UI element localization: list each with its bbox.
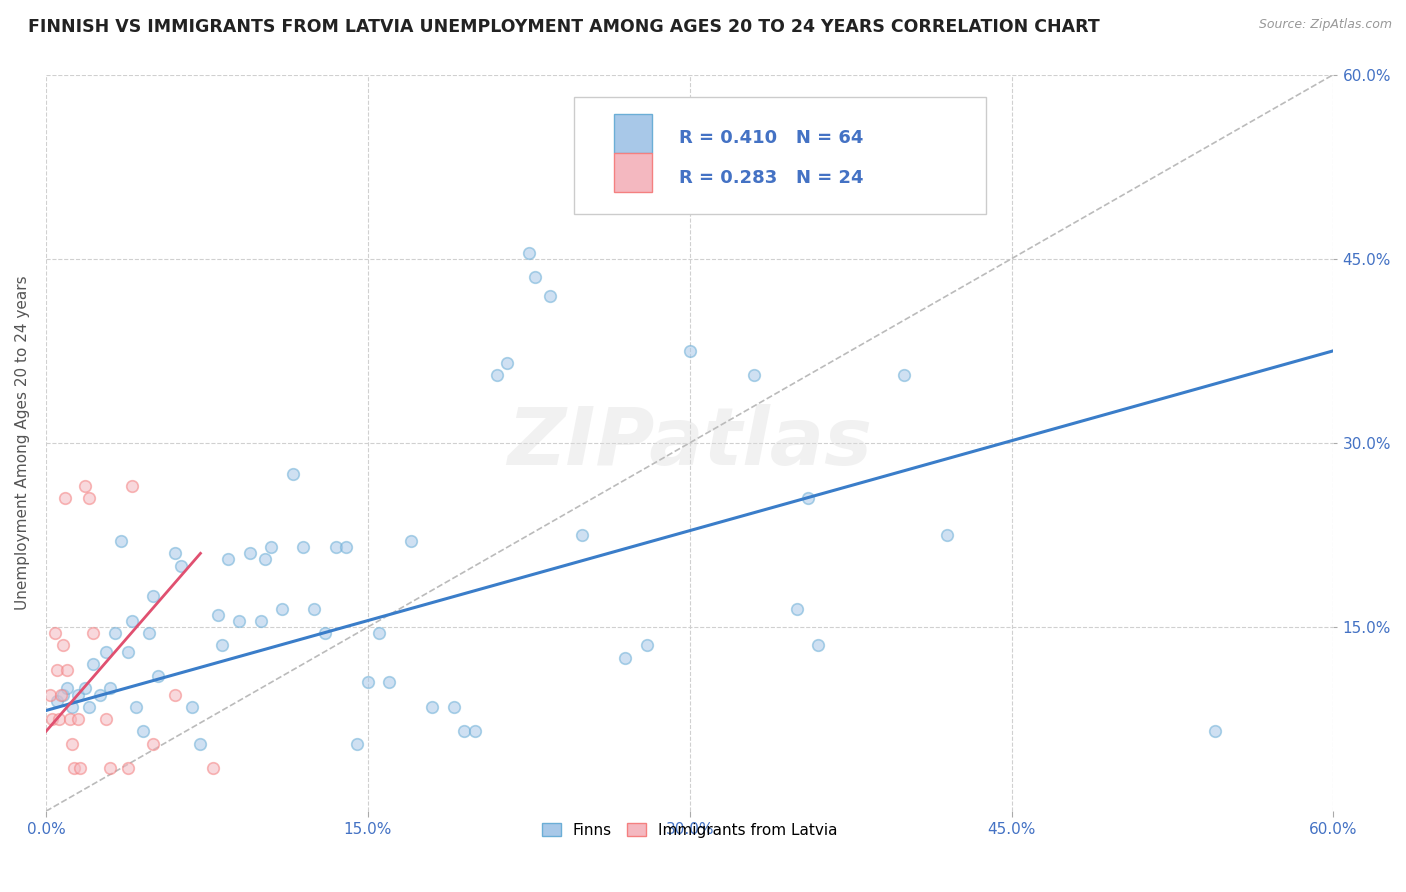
FancyBboxPatch shape [574,96,986,214]
Point [63,761,86,775]
Point [146,669,169,683]
Point [82,626,104,640]
Point [485,368,508,383]
Point [517,245,540,260]
Point [211,639,233,653]
Point [170,558,193,573]
Point [142,590,165,604]
Point [45,694,67,708]
Point [49,688,72,702]
Point [271,601,294,615]
Point [496,356,519,370]
Point [325,540,347,554]
Point [58,712,80,726]
Point [1204,724,1226,739]
Point [314,626,336,640]
Point [346,737,368,751]
Point [45,663,67,677]
Point [67,712,90,726]
Point [41,712,63,726]
Text: R = 0.410   N = 64: R = 0.410 N = 64 [679,128,863,147]
Point [636,639,658,653]
Point [56,663,79,677]
Text: FINNISH VS IMMIGRANTS FROM LATVIA UNEMPLOYMENT AMONG AGES 20 TO 24 YEARS CORRELA: FINNISH VS IMMIGRANTS FROM LATVIA UNEMPL… [28,18,1099,36]
Point [52,688,75,702]
Point [217,552,239,566]
Point [142,737,165,751]
Point [77,491,100,505]
Point [378,675,401,690]
Point [190,737,212,751]
Point [742,368,765,383]
Text: R = 0.283   N = 24: R = 0.283 N = 24 [679,169,863,186]
Text: Source: ZipAtlas.com: Source: ZipAtlas.com [1258,18,1392,31]
Point [48,712,70,726]
Point [69,761,91,775]
Point [67,688,90,702]
FancyBboxPatch shape [614,153,652,192]
Point [614,650,637,665]
Point [260,540,283,554]
Point [453,724,475,739]
Point [94,712,117,726]
Point [131,724,153,739]
Point [180,699,202,714]
Point [786,601,808,615]
Point [936,528,959,542]
Point [163,546,186,560]
Point [104,626,127,640]
Point [89,688,111,702]
Point [163,688,186,702]
Point [253,552,276,566]
Point [571,528,593,542]
Point [125,699,148,714]
Point [56,681,79,696]
Point [117,644,139,658]
Point [52,639,75,653]
Point [121,479,143,493]
Point [73,479,96,493]
Point [249,614,271,628]
Point [420,699,443,714]
Point [98,761,121,775]
Y-axis label: Unemployment Among Ages 20 to 24 years: Unemployment Among Ages 20 to 24 years [15,276,30,610]
Point [82,657,104,671]
Point [117,761,139,775]
Point [138,626,160,640]
Point [53,491,76,505]
Point [239,546,262,560]
Text: ZIPatlas: ZIPatlas [508,404,872,482]
Point [77,699,100,714]
Point [44,626,66,640]
Point [807,639,830,653]
Point [110,534,132,549]
Point [60,737,83,751]
Point [121,614,143,628]
Point [302,601,325,615]
Point [39,688,62,702]
Point [367,626,389,640]
Point [357,675,380,690]
Point [281,467,304,481]
Point [60,699,83,714]
Point [399,534,422,549]
Point [335,540,357,554]
Point [98,681,121,696]
Point [679,343,702,358]
Point [538,288,561,302]
Point [292,540,315,554]
Point [443,699,465,714]
Point [228,614,250,628]
Legend: Finns, Immigrants from Latvia: Finns, Immigrants from Latvia [536,817,844,844]
FancyBboxPatch shape [614,114,652,153]
Point [202,761,225,775]
Point [73,681,96,696]
Point [893,368,915,383]
Point [464,724,486,739]
Point [94,644,117,658]
Point [796,491,818,505]
Point [524,270,547,285]
Point [207,607,229,622]
